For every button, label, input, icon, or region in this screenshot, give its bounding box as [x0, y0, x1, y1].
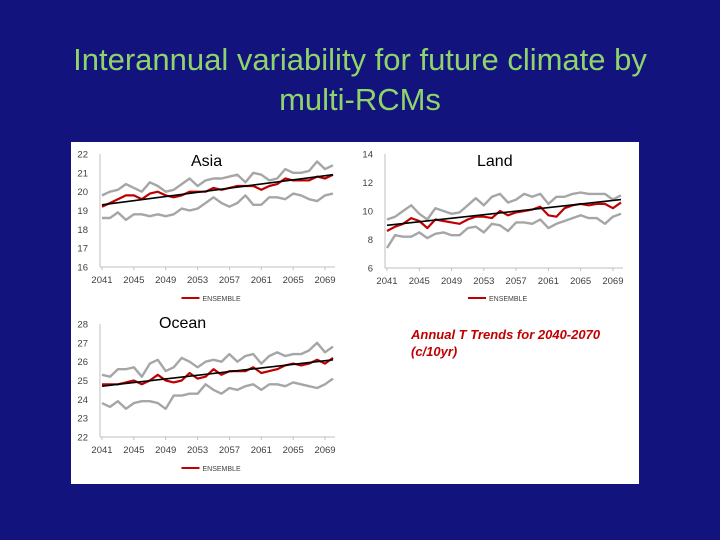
- lower-member-series-line: [101, 377, 334, 410]
- y-tick-label: 12: [362, 178, 373, 189]
- x-tick-label: 2061: [251, 445, 272, 456]
- y-tick-label: 16: [77, 263, 88, 274]
- upper-member-series-line: [386, 191, 622, 221]
- y-tick-label: 14: [362, 150, 373, 161]
- y-tick-label: 22: [77, 150, 88, 161]
- slide-title: Interannual variability for future clima…: [0, 40, 720, 120]
- x-tick-label: 2069: [602, 276, 623, 287]
- x-tick-label: 2045: [409, 276, 430, 287]
- x-tick-label: 2041: [91, 275, 112, 286]
- y-tick-label: 10: [362, 207, 373, 218]
- slide-title-line-2: multi-RCMs: [279, 82, 441, 117]
- y-tick-label: 24: [77, 395, 88, 406]
- legend-label: ENSEMBLE: [203, 466, 241, 473]
- x-tick-label: 2061: [251, 275, 272, 286]
- trend-line: [101, 173, 334, 206]
- x-tick-label: 2045: [123, 275, 144, 286]
- trend-line: [101, 359, 334, 387]
- charts-panel: 16 17 18 19 20 21 22 2041 2045 2049 2053 2057 2061 20…: [71, 142, 639, 484]
- x-tick-label: 2049: [441, 276, 462, 287]
- y-tick-label: 22: [77, 433, 88, 444]
- slide-title-line-1: Interannual variability for future clima…: [73, 42, 647, 77]
- upper-member-series-line: [101, 341, 334, 378]
- x-tick-label: 2045: [123, 445, 144, 456]
- trend-line: [386, 198, 622, 227]
- legend-label: ENSEMBLE: [203, 296, 241, 303]
- x-tick-label: 2069: [314, 275, 335, 286]
- lower-member-series-line: [385, 212, 622, 249]
- y-tick-label: 27: [77, 338, 88, 349]
- y-tick-label: 18: [77, 225, 88, 236]
- y-tick-label: 23: [77, 414, 88, 425]
- y-tick-label: 6: [368, 264, 373, 275]
- y-tick-label: 21: [77, 168, 88, 179]
- x-tick-label: 2053: [187, 275, 208, 286]
- y-tick-label: 8: [368, 235, 373, 246]
- upper-member-series-line: [101, 160, 334, 197]
- trend-annotation-line-2: (c/10yr): [411, 344, 458, 359]
- lower-member-series-line: [102, 192, 334, 222]
- y-tick-label: 28: [77, 320, 88, 331]
- trend-annotation: Annual T Trends for 2040-2070 (c/10yr): [411, 326, 600, 360]
- y-tick-label: 19: [77, 206, 88, 217]
- x-tick-label: 2041: [376, 276, 397, 287]
- y-tick-label: 20: [77, 187, 88, 198]
- chart-ocean: 22 23 24 25 26 27 28 2041 2045 2049 2053 2057 2061 20…: [77, 315, 335, 473]
- chart-asia: 16 17 18 19 20 21 22 2041 2045 2049 2053 2057 2061 20…: [77, 150, 335, 304]
- x-tick-label: 2057: [219, 445, 240, 456]
- legend-label: ENSEMBLE: [489, 296, 527, 303]
- x-tick-label: 2069: [314, 445, 335, 456]
- chart-title: Land: [477, 153, 513, 170]
- x-tick-label: 2065: [570, 276, 591, 287]
- y-tick-label: 17: [77, 244, 88, 255]
- x-tick-label: 2053: [473, 276, 494, 287]
- x-tick-label: 2057: [506, 276, 527, 287]
- x-tick-label: 2053: [187, 445, 208, 456]
- x-tick-label: 2065: [283, 275, 304, 286]
- x-tick-label: 2041: [91, 445, 112, 456]
- x-tick-label: 2049: [155, 445, 176, 456]
- x-tick-label: 2057: [219, 275, 240, 286]
- x-tick-label: 2049: [155, 275, 176, 286]
- chart-title: Ocean: [159, 315, 206, 332]
- x-tick-label: 2065: [283, 445, 304, 456]
- x-tick-label: 2061: [538, 276, 559, 287]
- chart-title: Asia: [191, 153, 222, 170]
- trend-annotation-line-1: Annual T Trends for 2040-2070: [411, 327, 601, 342]
- y-tick-label: 25: [77, 376, 88, 387]
- y-tick-label: 26: [77, 357, 88, 368]
- chart-land: 6 8 10 12 14 2041 2045 2049 2053 2057 2061 2065 2069…: [362, 150, 623, 304]
